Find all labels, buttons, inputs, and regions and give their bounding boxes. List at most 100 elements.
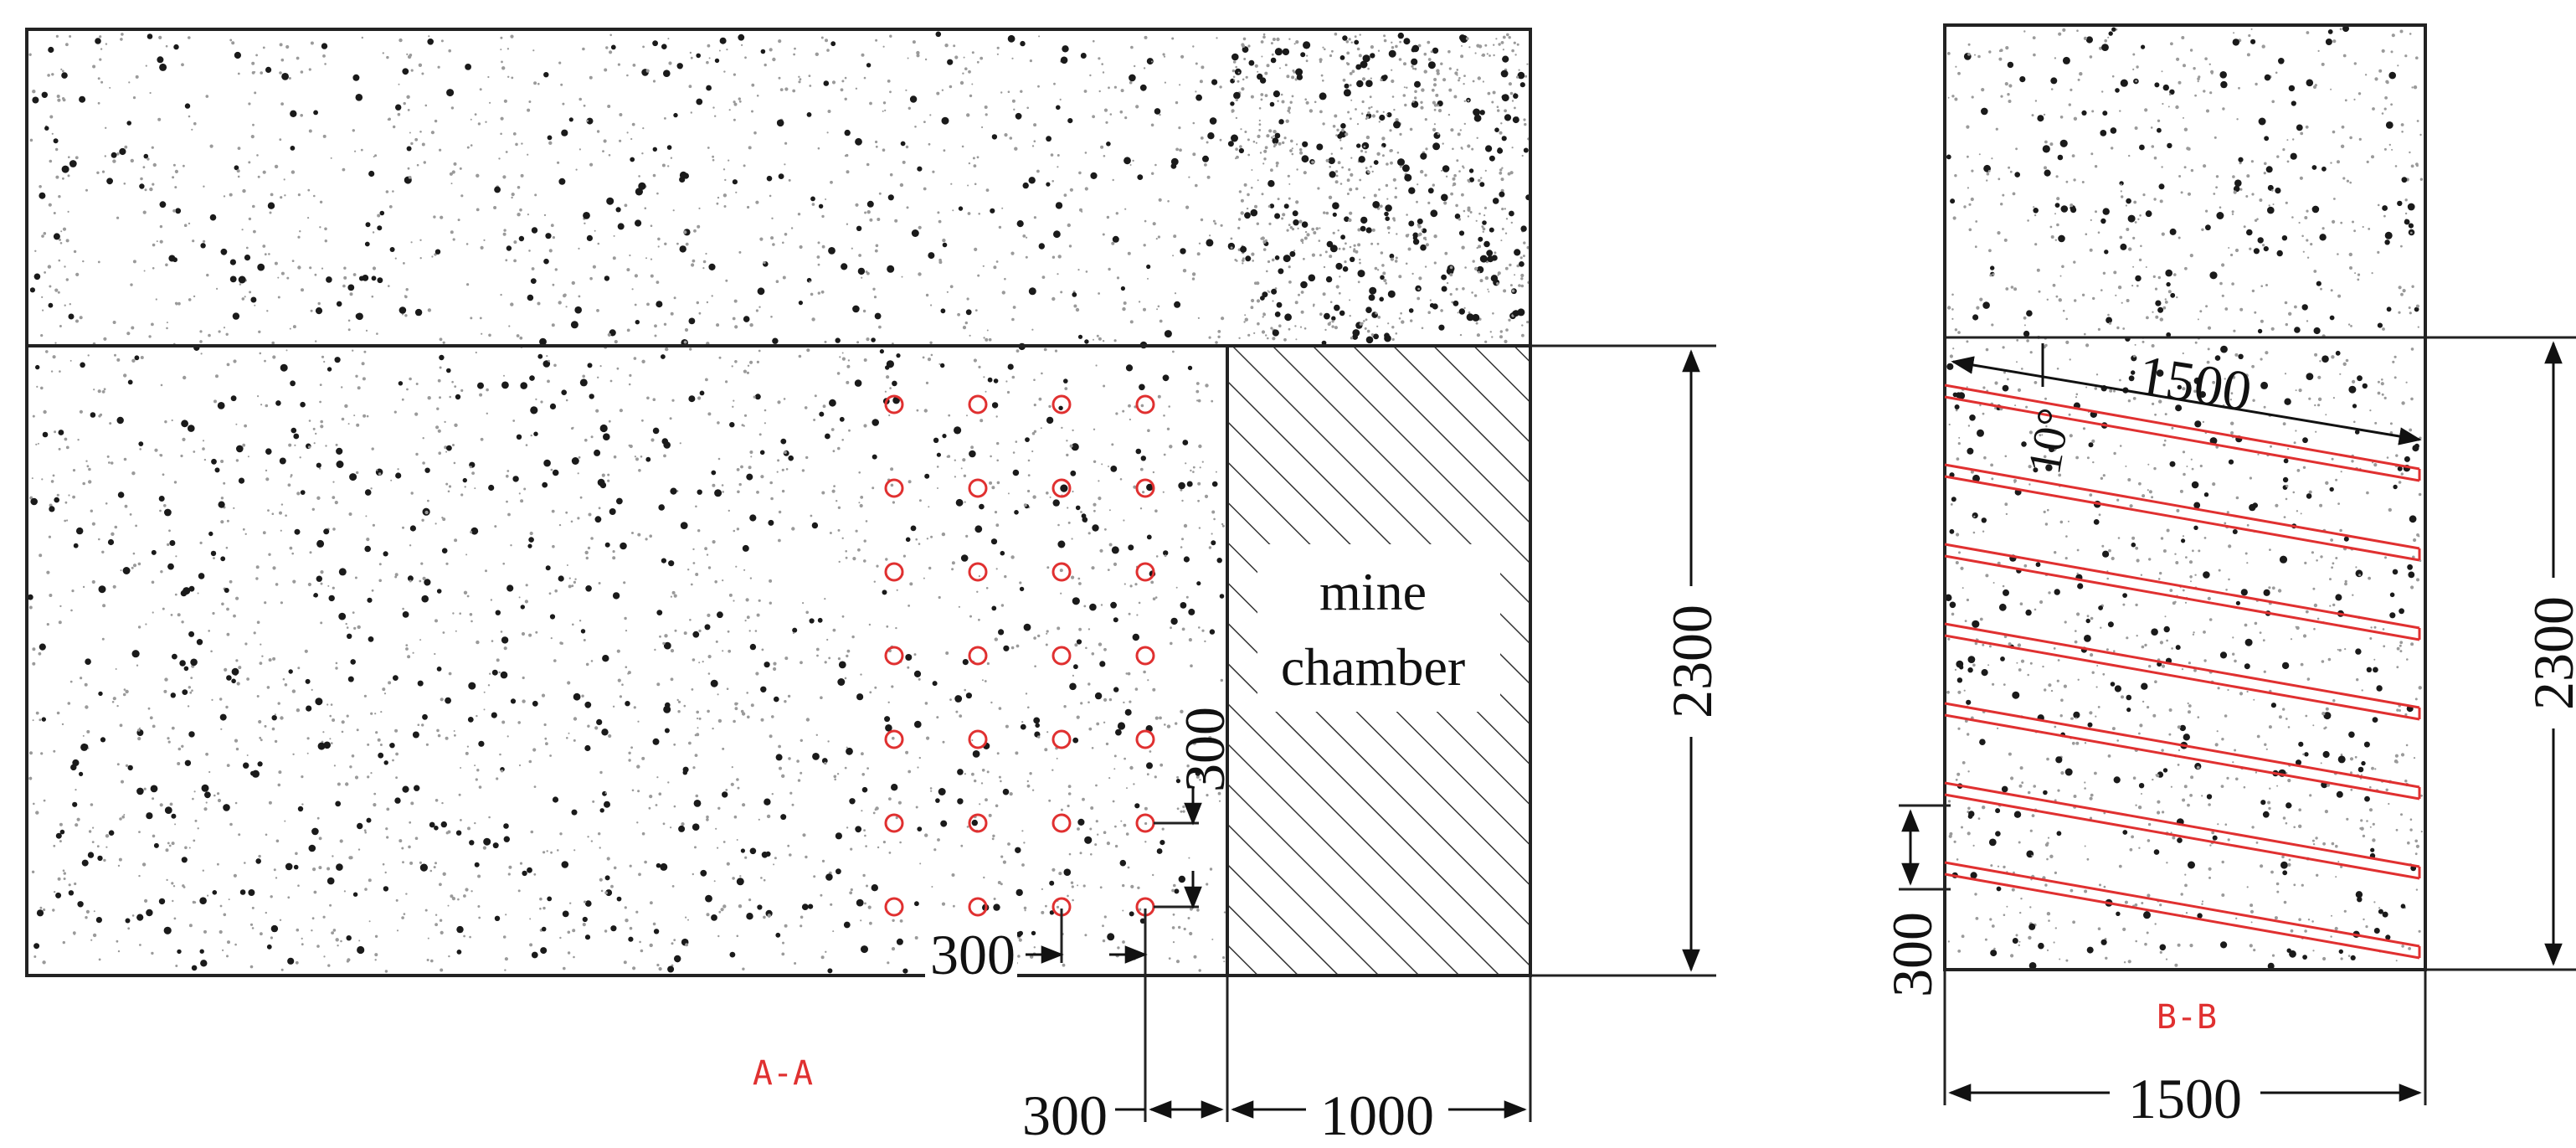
rock-speckle xyxy=(833,775,837,779)
rock-speckle xyxy=(373,156,375,158)
rock-speckle xyxy=(1174,292,1177,295)
rock-speckle xyxy=(995,523,1000,528)
rock-speckle xyxy=(596,130,600,133)
rock-speckle xyxy=(1459,129,1463,131)
rock-speckle xyxy=(1978,153,1981,156)
rock-speckle xyxy=(602,150,604,153)
rock-speckle xyxy=(811,203,815,206)
rock-speckle xyxy=(217,862,219,866)
rock-speckle xyxy=(2157,800,2161,804)
rock-speckle xyxy=(599,847,601,849)
rock-speckle xyxy=(692,658,696,662)
rock-speckle xyxy=(2005,287,2009,291)
rock-speckle xyxy=(2033,467,2039,473)
rock-speckle xyxy=(130,158,134,163)
rock-speckle xyxy=(1235,116,1238,120)
rock-speckle xyxy=(2332,39,2337,44)
rock-speckle xyxy=(1447,49,1451,54)
rock-speckle xyxy=(2238,86,2240,90)
rock-speckle xyxy=(924,833,928,837)
rock-speckle xyxy=(1274,213,1281,219)
rock-speckle xyxy=(1467,206,1471,210)
rock-speckle xyxy=(1201,629,1205,632)
rock-speckle xyxy=(1206,175,1211,179)
rock-speckle xyxy=(722,841,726,843)
rock-speckle xyxy=(626,328,630,332)
rock-speckle xyxy=(1274,48,1283,56)
rock-speckle xyxy=(846,364,851,368)
rock-speckle xyxy=(319,200,323,203)
rock-speckle xyxy=(397,468,399,471)
rock-speckle xyxy=(262,170,266,174)
rock-speckle xyxy=(1146,773,1149,776)
rock-speckle xyxy=(106,455,110,458)
rock-speckle xyxy=(248,217,252,221)
rock-speckle xyxy=(90,939,93,941)
rock-speckle xyxy=(656,963,660,967)
rock-speckle xyxy=(465,553,468,556)
rock-speckle xyxy=(998,707,1002,710)
rock-speckle xyxy=(1188,857,1190,859)
rock-speckle xyxy=(320,425,324,429)
rock-speckle xyxy=(1305,59,1309,63)
rock-speckle xyxy=(746,371,750,374)
rock-speckle xyxy=(1134,64,1136,68)
rock-speckle xyxy=(1262,248,1267,251)
rock-speckle xyxy=(527,294,534,301)
rock-speckle xyxy=(256,154,259,157)
rock-speckle xyxy=(1947,940,1950,943)
rock-speckle xyxy=(300,70,304,74)
rock-speckle xyxy=(313,593,319,598)
rock-speckle xyxy=(1513,41,1516,44)
rock-speckle xyxy=(1381,146,1384,148)
rock-speckle xyxy=(1508,318,1511,322)
rock-speckle xyxy=(226,607,229,611)
rock-speckle xyxy=(506,470,510,472)
rock-speckle xyxy=(202,447,205,450)
rock-speckle xyxy=(2335,876,2337,878)
rock-speckle xyxy=(127,927,131,930)
rock-speckle xyxy=(597,376,599,378)
rock-speckle xyxy=(670,649,675,653)
rock-speckle xyxy=(450,230,454,234)
rock-speckle xyxy=(1286,75,1290,79)
rock-speckle xyxy=(1355,108,1357,111)
rock-speckle xyxy=(2091,671,2095,674)
rock-speckle xyxy=(969,450,976,458)
rock-speckle xyxy=(884,390,887,393)
rock-speckle xyxy=(2159,199,2163,203)
rock-speckle xyxy=(61,165,69,173)
rock-speckle xyxy=(57,291,60,294)
rock-speckle xyxy=(688,741,692,745)
rock-speckle xyxy=(1468,168,1474,173)
rock-speckle xyxy=(2357,273,2361,276)
rock-speckle xyxy=(1012,469,1020,476)
rock-speckle xyxy=(2029,829,2033,832)
rock-speckle xyxy=(2166,528,2170,533)
rock-speckle xyxy=(683,340,687,344)
rock-speckle xyxy=(860,496,864,499)
rock-speckle xyxy=(2069,358,2071,361)
rock-speckle xyxy=(771,715,774,718)
rock-speckle xyxy=(830,180,833,184)
rock-speckle xyxy=(520,173,524,178)
rock-speckle xyxy=(2023,316,2027,320)
rock-speckle xyxy=(1359,178,1362,182)
rock-speckle xyxy=(2388,143,2391,147)
rock-speckle xyxy=(1483,240,1490,248)
rock-speckle xyxy=(2275,188,2281,194)
rock-speckle xyxy=(1106,142,1111,147)
rock-speckle xyxy=(1282,213,1286,217)
borehole xyxy=(968,478,988,498)
rock-speckle xyxy=(2404,198,2408,202)
rock-speckle xyxy=(1489,227,1494,233)
rock-speckle xyxy=(232,312,240,320)
rock-speckle xyxy=(584,744,591,752)
rock-speckle xyxy=(1143,670,1146,674)
rock-speckle xyxy=(1382,111,1385,113)
rock-speckle xyxy=(244,296,246,298)
rock-speckle xyxy=(2056,368,2059,370)
rock-speckle xyxy=(138,874,141,878)
rock-speckle xyxy=(663,69,671,77)
rock-speckle xyxy=(1219,594,1225,599)
